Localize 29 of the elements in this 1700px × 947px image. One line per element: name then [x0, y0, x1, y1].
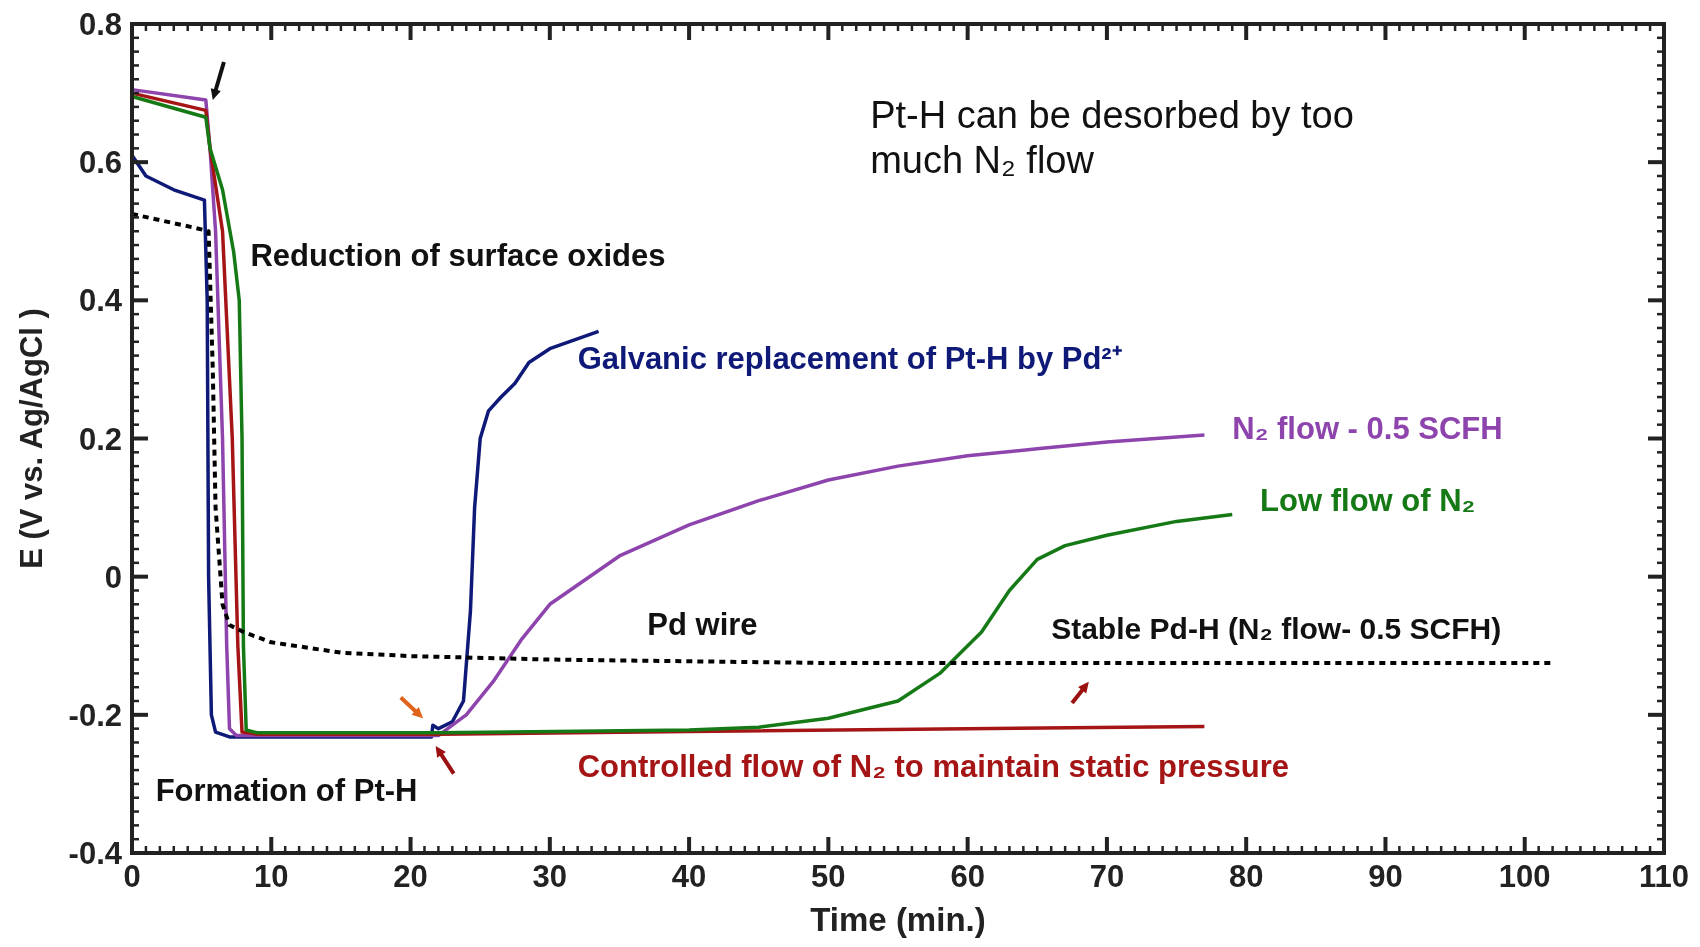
x-tick-label: 30: [532, 859, 568, 894]
annotation: Pt-H can be desorbed by too much N₂ flow: [870, 93, 1354, 182]
y-tick-label: 0.8: [78, 7, 122, 42]
y-axis-title: E (V vs. Ag/AgCl ): [14, 308, 49, 569]
y-tick-label: -0.2: [68, 697, 122, 733]
y-tick-label: 0.2: [78, 421, 122, 457]
series-label: Galvanic replacement of Pt-H by Pd²⁺: [577, 341, 1122, 377]
x-tick-label: 10: [254, 859, 289, 894]
series-label: Low flow of N₂: [1260, 483, 1476, 519]
y-tick-label: 0.4: [78, 283, 123, 319]
x-tick-label: 110: [1638, 859, 1690, 894]
y-tick-label: -0.4: [68, 836, 123, 871]
x-tick-label: 50: [811, 859, 846, 894]
x-axis-title: Time (min.): [810, 901, 986, 938]
annotation: Reduction of surface oxides: [250, 237, 666, 273]
series-label: Controlled flow of N₂ to maintain static pressure: [577, 749, 1290, 785]
annotation: Formation of Pt-H: [155, 773, 418, 809]
x-tick-label: 80: [1228, 859, 1264, 894]
annotation: Stable Pd-H (N₂ flow- 0.5 SCFH): [1051, 611, 1502, 645]
x-tick-label: 60: [950, 859, 985, 894]
series-label: N₂ flow - 0.5 SCFH: [1232, 410, 1503, 446]
x-tick-label: 70: [1089, 859, 1125, 894]
x-tick-label: 20: [393, 859, 428, 894]
y-tick-label: 0: [104, 559, 122, 595]
series-label: Pd wire: [647, 607, 758, 643]
y-tick-label: 0.6: [78, 145, 122, 181]
x-tick-label: 100: [1498, 859, 1551, 894]
x-tick-label: 40: [671, 859, 707, 894]
x-tick-label: 90: [1368, 859, 1403, 894]
